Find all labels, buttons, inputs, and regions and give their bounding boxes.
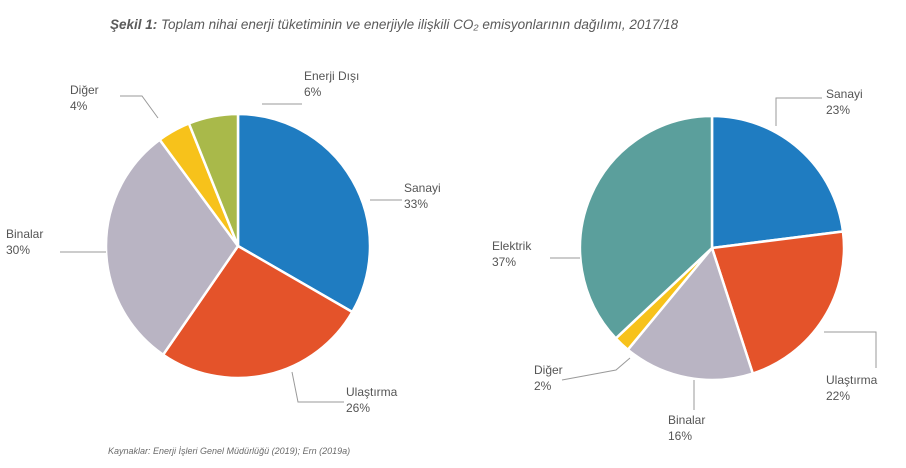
pie-slice-sanayi: [236, 112, 372, 314]
pie-1: Sanayi 33% Ulaştırma 26% Binalar 30% Diğer 4% En…: [6, 69, 441, 415]
slice-label: Elektrik 37%: [492, 239, 532, 269]
figure-caption: Toplam nihai enerji tüketiminin ve enerj…: [161, 17, 679, 32]
slice-label: Diğer 2%: [534, 363, 563, 393]
pie-slice-binalar: [626, 245, 755, 382]
figure-label: Şekil 1:: [110, 17, 158, 32]
pie-slice-ula-t-rma: [161, 244, 355, 380]
pie-slice-sanayi: [710, 114, 845, 250]
slice-label: Binalar 30%: [6, 227, 43, 257]
leader-line: [775, 97, 822, 126]
slice-label: Ulaştırma 22%: [826, 373, 878, 403]
leader-line: [561, 357, 631, 381]
pie-2: Sanayi 23% Ulaştırma 22% Binalar 16% Diğer 2% El…: [492, 87, 878, 443]
pie-slice-ula-t-rma: [710, 230, 846, 376]
slice-label: Ulaştırma 26%: [346, 385, 398, 415]
leader-line: [824, 331, 877, 368]
pie-slice-enerji-d-: [187, 112, 240, 247]
pie-slice-binalar: [104, 137, 240, 357]
pie-slice-elektrik: [578, 114, 714, 341]
figure-title: Şekil 1: Toplam nihai enerji tüketiminin…: [110, 14, 890, 36]
leader-line: [120, 95, 159, 119]
slice-label: Diğer 4%: [70, 83, 99, 113]
source-note: Kaynaklar: Enerji İşleri Genel Müdürlüğü…: [108, 446, 351, 456]
slice-label: Sanayi 33%: [404, 181, 441, 211]
leader-line: [291, 371, 344, 403]
slice-label: Sanayi 23%: [826, 87, 863, 117]
slice-label: Binalar 16%: [668, 413, 705, 443]
slice-label: Enerji Dışı 6%: [304, 69, 359, 99]
